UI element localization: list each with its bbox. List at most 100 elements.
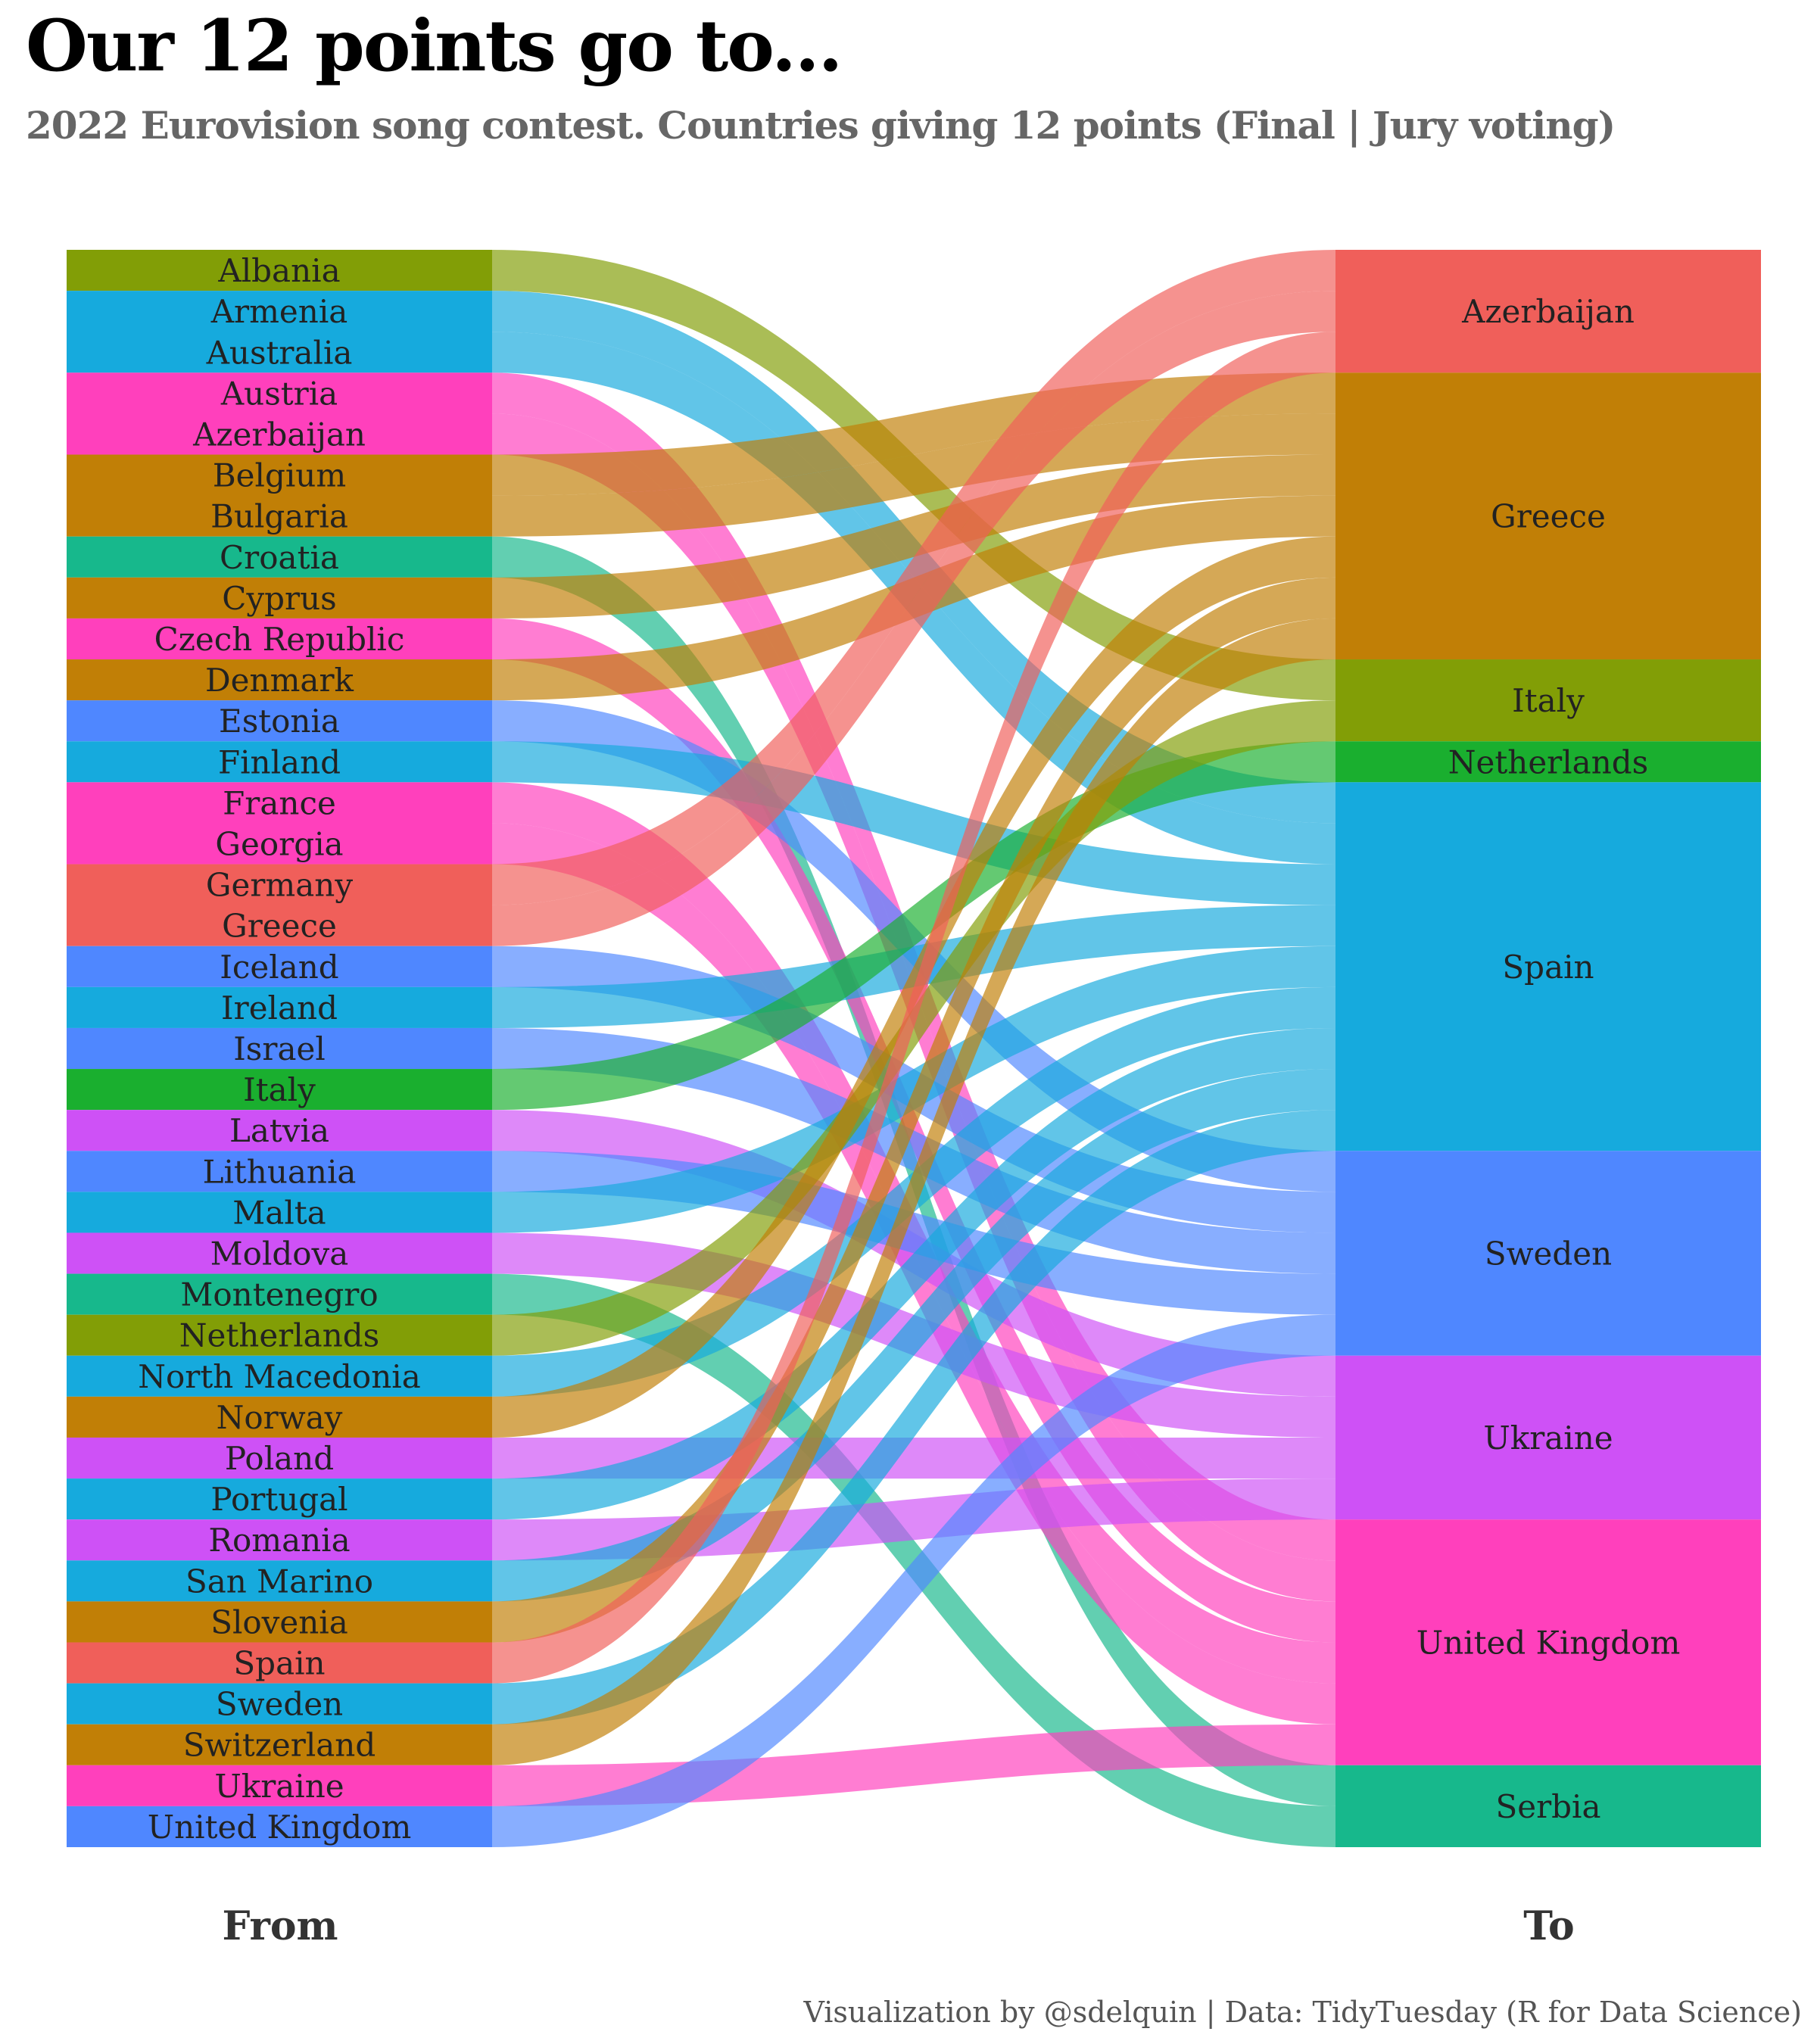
flow-portugal-to-spain — [492, 1027, 1335, 1520]
to-block-united-kingdom — [1335, 1519, 1761, 1765]
from-block-estonia — [67, 700, 492, 742]
chart-caption: Visualization by @sdelquin | Data: TidyT… — [803, 1996, 1802, 2029]
flow-united-kingdom-to-sweden — [492, 1314, 1335, 1847]
from-label-poland: Poland — [225, 1440, 334, 1477]
chart-subtitle: 2022 Eurovision song contest. Countries … — [26, 103, 1616, 148]
to-label-spain: Spain — [1502, 949, 1594, 986]
from-label-czech-republic: Czech Republic — [154, 621, 405, 658]
from-label-portugal: Portugal — [210, 1481, 348, 1518]
to-block-serbia — [1335, 1765, 1761, 1847]
from-block-slovenia — [67, 1601, 492, 1643]
to-label-ukraine: Ukraine — [1483, 1419, 1613, 1457]
from-label-ireland: Ireland — [221, 989, 338, 1027]
from-label-austria: Austria — [220, 375, 338, 412]
from-block-netherlands — [67, 1314, 492, 1356]
from-label-france: France — [223, 784, 336, 821]
to-block-spain — [1335, 782, 1761, 1151]
from-block-ukraine — [67, 1765, 492, 1806]
flow-sweden-to-spain — [492, 1110, 1335, 1725]
from-label-azerbaijan: Azerbaijan — [192, 416, 366, 453]
to-label-sweden: Sweden — [1485, 1235, 1612, 1273]
flow-germany-to-azerbaijan — [492, 250, 1335, 905]
from-label-romania: Romania — [208, 1522, 350, 1559]
from-label-albania: Albania — [217, 252, 340, 289]
to-label-azerbaijan: Azerbaijan — [1461, 293, 1635, 330]
from-block-czech-republic — [67, 618, 492, 660]
from-label-montenegro: Montenegro — [180, 1276, 378, 1313]
flow-montenegro-to-serbia — [492, 1273, 1335, 1847]
from-label-north-macedonia: North Macedonia — [138, 1358, 421, 1395]
from-block-italy — [67, 1069, 492, 1111]
from-block-denmark — [67, 659, 492, 701]
from-label-slovenia: Slovenia — [210, 1603, 348, 1640]
from-label-italy: Italy — [243, 1071, 316, 1108]
flow-switzerland-to-greece — [492, 618, 1335, 1765]
to-block-azerbaijan — [1335, 250, 1761, 373]
from-label-georgia: Georgia — [215, 825, 343, 862]
from-label-ukraine: Ukraine — [214, 1768, 344, 1805]
to-label-serbia: Serbia — [1495, 1788, 1600, 1825]
to-label-netherlands: Netherlands — [1448, 743, 1648, 781]
from-label-croatia: Croatia — [220, 539, 339, 576]
from-block-armenia — [67, 291, 492, 373]
from-label-moldova: Moldova — [210, 1235, 349, 1273]
from-label-denmark: Denmark — [205, 662, 354, 699]
from-block-poland — [67, 1437, 492, 1479]
from-block-croatia — [67, 536, 492, 578]
from-label-san-marino: San Marino — [185, 1563, 373, 1600]
from-label-cyprus: Cyprus — [222, 580, 336, 617]
flows-layer — [492, 250, 1335, 1847]
from-label-switzerland: Switzerland — [183, 1727, 376, 1764]
from-block-finland — [67, 741, 492, 783]
from-block-spain — [67, 1642, 492, 1684]
from-block-germany — [67, 864, 492, 946]
from-label-malta: Malta — [232, 1194, 326, 1231]
to-block-netherlands — [1335, 741, 1761, 783]
flow-finland-to-spain — [492, 741, 1335, 905]
flow-san-marino-to-spain — [492, 1069, 1335, 1602]
from-label-germany: Germany — [206, 867, 353, 904]
from-block-montenegro — [67, 1273, 492, 1315]
from-block-israel — [67, 1027, 492, 1070]
from-axis-label: From — [222, 1903, 338, 1949]
from-block-france — [67, 782, 492, 865]
flow-spain-to-azerbaijan — [492, 332, 1335, 1684]
chart-title: Our 12 points go to... — [26, 5, 843, 88]
from-block-san-marino — [67, 1560, 492, 1602]
from-block-united-kingdom — [67, 1806, 492, 1847]
from-block-cyprus — [67, 577, 492, 618]
to-block-greece — [1335, 372, 1761, 660]
to-label-greece: Greece — [1491, 498, 1606, 535]
from-label-netherlands: Netherlands — [179, 1317, 379, 1354]
from-block-romania — [67, 1519, 492, 1561]
from-block-norway — [67, 1396, 492, 1438]
from-label-estonia: Estonia — [219, 703, 340, 740]
flow-italy-to-netherlands — [492, 741, 1335, 1111]
from-label-iceland: Iceland — [220, 949, 338, 986]
from-label-australia: Australia — [206, 334, 353, 371]
from-block-iceland — [67, 946, 492, 987]
from-block-moldova — [67, 1232, 492, 1274]
to-block-sweden — [1335, 1151, 1761, 1356]
from-label-belgium: Belgium — [213, 457, 346, 494]
to-axis-nodes: Azerbaijan Greece Italy Netherlands Spain Swe… — [1335, 250, 1761, 1847]
from-block-albania — [67, 250, 492, 291]
flow-israel-to-sweden — [492, 1027, 1335, 1274]
from-block-latvia — [67, 1110, 492, 1151]
from-label-armenia: Armenia — [210, 293, 348, 330]
from-label-greece: Greece — [222, 908, 337, 945]
from-block-austria — [67, 372, 492, 455]
from-label-spain: Spain — [233, 1645, 325, 1682]
to-block-ukraine — [1335, 1355, 1761, 1520]
to-label-italy: Italy — [1512, 682, 1585, 719]
from-block-switzerland — [67, 1724, 492, 1765]
from-label-latvia: Latvia — [229, 1112, 329, 1149]
from-label-lithuania: Lithuania — [203, 1153, 357, 1190]
from-label-sweden: Sweden — [216, 1686, 343, 1723]
from-label-bulgaria: Bulgaria — [210, 498, 348, 535]
from-axis-nodes: Albania Armenia Australia Austria Azerbaijan… — [67, 250, 492, 1847]
from-label-finland: Finland — [218, 743, 341, 781]
to-label-united-kingdom: United Kingdom — [1417, 1624, 1681, 1661]
to-axis-label: To — [1523, 1903, 1574, 1949]
